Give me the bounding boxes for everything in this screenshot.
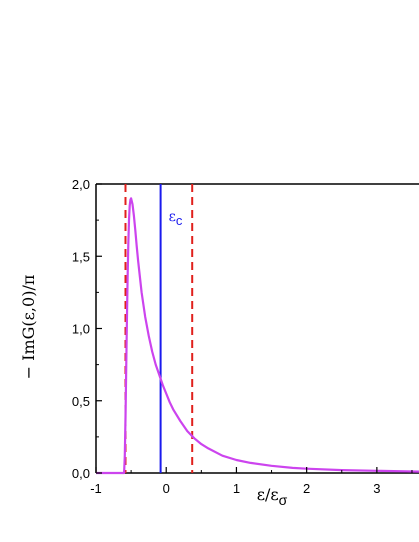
y-axis-label: − ImG(ε,0)/π	[19, 275, 38, 380]
y-tick-label: 0,5	[72, 394, 90, 409]
y-tick-label: 2,0	[72, 177, 90, 192]
x-axis-label-main: ε/ε	[257, 485, 279, 504]
vline-ec-label-subscript: c	[176, 213, 183, 228]
x-tick-label: -1	[90, 481, 102, 496]
vline-ec-label-main: ε	[169, 209, 176, 225]
y-tick-label: 1,5	[72, 249, 90, 264]
x-tick-label: 2	[303, 481, 310, 496]
plot-marks: εc	[96, 184, 419, 475]
series-line-0	[96, 197, 419, 475]
x-axis-label-subscript: σ	[279, 492, 288, 508]
x-tick-label: 3	[373, 481, 380, 496]
y-tick-label: 1,0	[72, 322, 90, 337]
x-tick-label: 0	[163, 481, 170, 496]
plot-axes	[95, 183, 419, 474]
x-tick-label: 1	[233, 481, 240, 496]
x-axis-label: ε/εσ	[257, 485, 288, 508]
vline-ec-label: εc	[169, 209, 183, 228]
y-tick-label: 0,0	[72, 466, 90, 481]
plot-ticks: 0,0 0,5 1,0 1,5 2,0 -1 0 1 2 3	[72, 177, 413, 496]
